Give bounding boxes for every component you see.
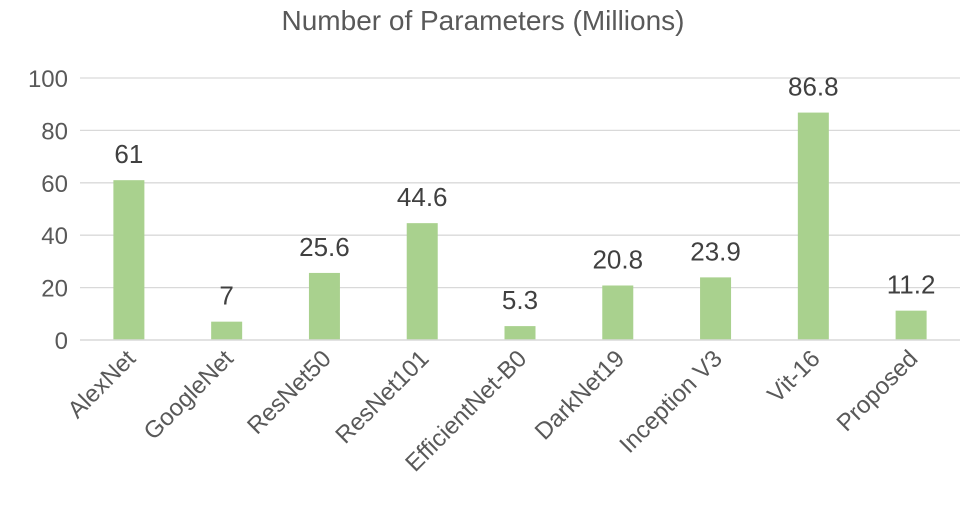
category-label: ResNet101 — [330, 345, 434, 449]
category-label: Vit-16 — [762, 345, 825, 408]
y-axis-ticks: 0 20 40 60 80 100 — [28, 66, 68, 355]
data-label: 11.2 — [887, 270, 936, 300]
bar-resnet101 — [406, 223, 438, 340]
category-label: Inception V3 — [614, 345, 727, 458]
data-label: 44.6 — [397, 182, 448, 212]
y-tick-label: 40 — [41, 223, 68, 250]
category-label: ResNet50 — [242, 345, 337, 440]
category-label: AlexNet — [63, 345, 142, 424]
y-tick-label: 60 — [41, 171, 68, 198]
y-tick-label: 0 — [55, 328, 68, 355]
bar-googlenet — [211, 321, 243, 340]
bar-alexnet — [113, 180, 145, 340]
bar-proposed — [895, 310, 927, 340]
bar-efficientnet-b0 — [504, 326, 536, 340]
data-label: 61 — [114, 139, 143, 169]
y-tick-label: 80 — [41, 118, 68, 145]
bar-darknet19 — [602, 285, 634, 340]
data-label: 20.8 — [592, 245, 643, 275]
y-tick-label: 20 — [41, 276, 68, 303]
category-label: DarkNet19 — [530, 345, 630, 445]
data-label: 5.3 — [502, 285, 538, 315]
category-label: GoogleNet — [139, 345, 239, 445]
bars — [113, 112, 927, 340]
data-label: 7 — [219, 281, 233, 311]
category-label: Proposed — [832, 345, 924, 437]
bar-inception-v3 — [700, 277, 732, 340]
data-label: 86.8 — [788, 72, 839, 102]
bar-resnet50 — [308, 272, 340, 340]
data-label: 23.9 — [690, 236, 741, 266]
y-tick-label: 100 — [28, 66, 68, 93]
data-label: 25.6 — [299, 232, 350, 262]
chart-title: Number of Parameters (Millions) — [282, 5, 685, 36]
bar-vit-16 — [797, 112, 829, 340]
data-labels: 61 7 25.6 44.6 5.3 20.8 23.9 86.8 11.2 — [114, 72, 935, 316]
